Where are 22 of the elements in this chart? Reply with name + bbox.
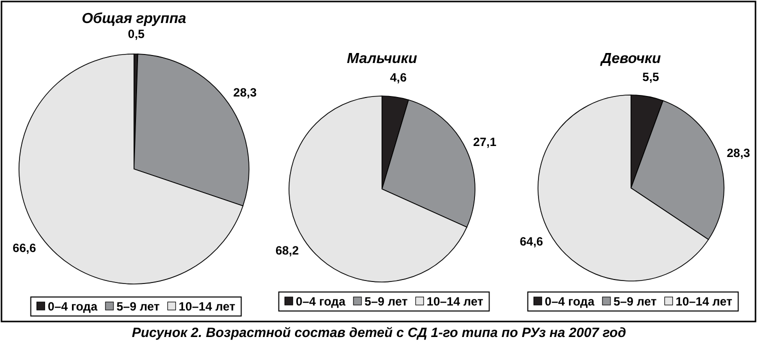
data-label: 27,1 (473, 135, 497, 150)
legend-label: 10–14 лет (676, 294, 732, 309)
chart-title: Общая группа (82, 11, 186, 27)
legend-label: 5–9 лет (364, 294, 408, 309)
text: Рисунок 2. Возрастной состав детей с СД 1-го типа по РУз на 2007 год (132, 325, 626, 340)
legend-label: 5–9 лет (613, 294, 657, 309)
legend-label: 0–4 года (296, 294, 346, 309)
legend-label: 0–4 года (544, 294, 595, 309)
legend-label: 0–4 года (48, 300, 98, 314)
legend-label: 10–14 лет (426, 294, 484, 309)
legend-label: 10–14 лет (178, 300, 236, 314)
data-label: 68,2 (275, 244, 300, 258)
data-label: 64,6 (520, 234, 544, 249)
data-label: 0,5 (128, 27, 145, 42)
chart-title: Девочки (599, 51, 662, 67)
data-label: 4,6 (390, 70, 407, 84)
chart-title: Мальчики (346, 51, 418, 67)
data-label: 28,3 (233, 85, 257, 100)
data-label: 66,6 (12, 240, 36, 255)
data-label: 5,5 (642, 70, 660, 84)
legend-label: 5–9 лет (116, 300, 160, 314)
data-label: 28,3 (726, 146, 750, 160)
